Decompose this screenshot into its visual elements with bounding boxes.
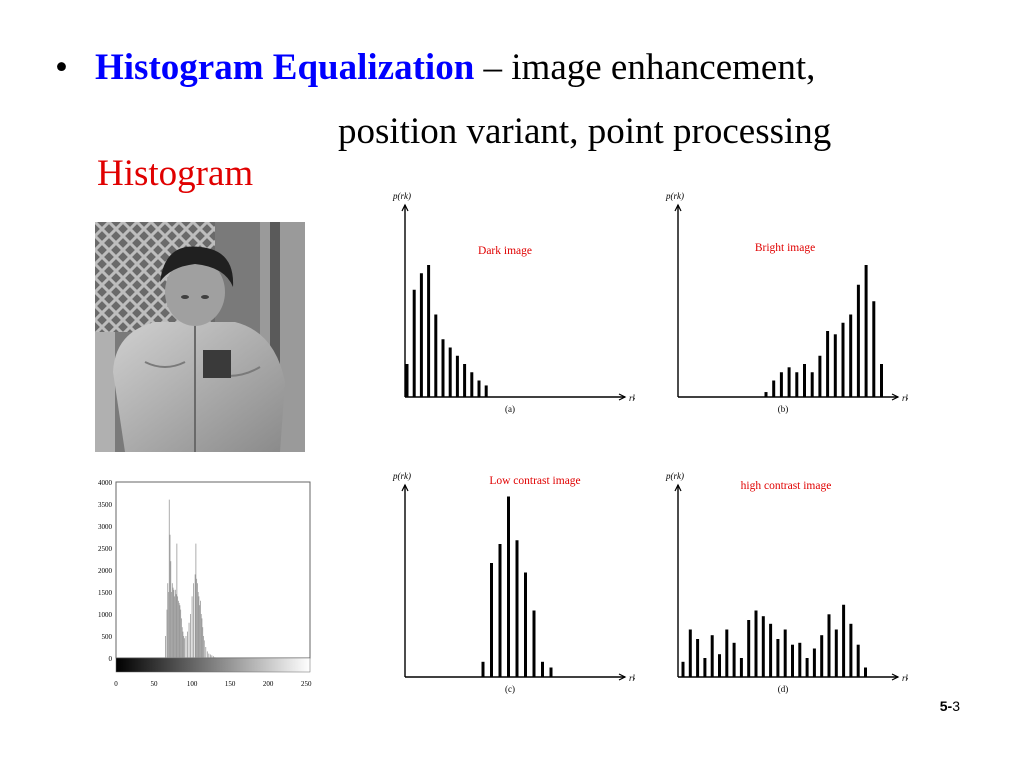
title-keyword: Histogram Equalization bbox=[95, 47, 475, 88]
x-axis-arrow-icon bbox=[618, 673, 627, 681]
y-tick-label: 1000 bbox=[98, 611, 113, 619]
x-axis-arrow-icon bbox=[618, 393, 627, 401]
y-tick-label: 500 bbox=[102, 633, 113, 641]
slide-title-line1: • Histogram Equalization – image enhancem… bbox=[55, 46, 815, 89]
y-tick-label: 3500 bbox=[98, 501, 113, 509]
photo-image bbox=[95, 222, 305, 452]
y-tick-label: 2500 bbox=[98, 545, 113, 553]
plot-frame bbox=[115, 481, 311, 659]
histogram-plot: 4000 3500 3000 2500 2000 1500 1000 500 0 0 50 100 1… bbox=[98, 479, 312, 688]
y-tick-label: 0 bbox=[109, 655, 113, 663]
page-number-prefix: 5- bbox=[939, 698, 953, 714]
title-rest: – image enhancement, bbox=[474, 47, 816, 88]
x-axis-label: rk bbox=[629, 673, 635, 683]
x-axis-label: rk bbox=[902, 393, 908, 403]
panel-caption: (a) bbox=[505, 404, 515, 414]
y-axis-arrow-icon bbox=[674, 203, 682, 212]
x-tick-label: 0 bbox=[114, 680, 118, 688]
panel-caption: (d) bbox=[778, 684, 789, 694]
y-tick-label: 3000 bbox=[98, 523, 113, 531]
x-axis-label: rk bbox=[629, 393, 635, 403]
panel-title: Dark image bbox=[478, 245, 532, 257]
y-axis-label: p(rk) bbox=[665, 471, 684, 481]
panel-dark-image: p(rk) rk (a) Dark image bbox=[392, 191, 635, 414]
bullet: • bbox=[55, 47, 68, 88]
y-axis-arrow-icon bbox=[401, 203, 409, 212]
panel-title: Low contrast image bbox=[489, 475, 580, 487]
x-tick-label: 150 bbox=[225, 680, 236, 688]
panel-title: Bright image bbox=[755, 242, 815, 254]
x-tick-label: 100 bbox=[187, 680, 198, 688]
y-axis-label: p(rk) bbox=[392, 471, 411, 481]
y-tick-label: 1500 bbox=[98, 589, 113, 597]
x-tick-label: 200 bbox=[263, 680, 274, 688]
y-tick-labels: 4000 3500 3000 2500 2000 1500 1000 500 0 bbox=[98, 479, 113, 663]
y-axis-arrow-icon bbox=[674, 483, 682, 492]
panel-caption: (c) bbox=[505, 684, 515, 694]
y-tick-label: 2000 bbox=[98, 567, 113, 575]
x-tick-labels: 0 50 100 150 200 250 bbox=[114, 680, 312, 688]
page-number-value: 3 bbox=[952, 698, 960, 714]
x-axis-label: rk bbox=[902, 673, 908, 683]
y-axis-label: p(rk) bbox=[665, 191, 684, 201]
panel-high-contrast-image: p(rk) rk (d) high contrast image bbox=[665, 471, 908, 694]
grayscale-bar bbox=[115, 657, 311, 673]
x-axis-arrow-icon bbox=[891, 673, 900, 681]
histogram-heading: Histogram bbox=[97, 153, 254, 194]
page-number: 5-3 bbox=[940, 698, 960, 714]
slide-title-line2: position variant, point processing bbox=[338, 111, 832, 152]
y-tick-label: 4000 bbox=[98, 479, 113, 487]
x-axis-arrow-icon bbox=[891, 393, 900, 401]
panel-low-contrast-image: p(rk) rk (c) Low contrast image bbox=[392, 471, 635, 694]
x-tick-label: 250 bbox=[301, 680, 312, 688]
panel-bright-image: p(rk) rk (b) Bright image bbox=[665, 191, 908, 414]
x-tick-label: 50 bbox=[151, 680, 159, 688]
panel-title: high contrast image bbox=[741, 480, 832, 492]
histogram-bars bbox=[165, 499, 216, 658]
panel-caption: (b) bbox=[778, 404, 789, 414]
y-axis-label: p(rk) bbox=[392, 191, 411, 201]
y-axis-arrow-icon bbox=[401, 483, 409, 492]
